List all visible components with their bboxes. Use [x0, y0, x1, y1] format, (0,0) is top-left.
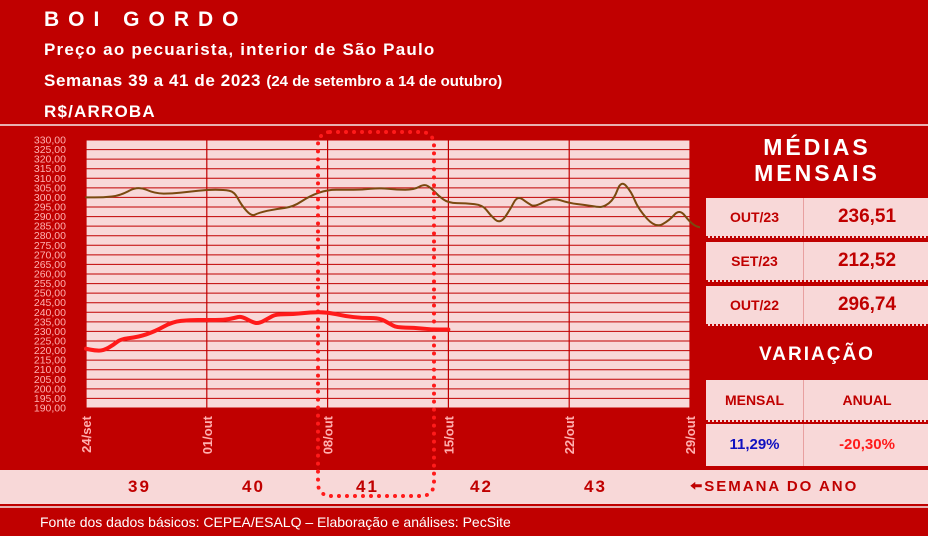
y-tick-label: 195,00 [34, 393, 66, 405]
y-tick-label: 265,00 [34, 259, 66, 271]
y-tick-label: 220,00 [34, 345, 66, 357]
source-note: Fonte dos dados básicos: CEPEA/ESALQ – E… [40, 514, 511, 530]
average-row: SET/23 212,52 [706, 242, 928, 282]
average-label: SET/23 [706, 242, 804, 280]
x-tick-label: 15/out [441, 415, 456, 454]
anual-value: -20,30% [839, 436, 895, 453]
medias-title-line2: MENSAIS [754, 160, 880, 186]
week-number: 42 [470, 477, 493, 496]
y-tick-label: 325,00 [34, 144, 66, 156]
variacao-title: VARIAÇÃO [706, 332, 928, 378]
average-row: OUT/23 236,51 [706, 198, 928, 238]
y-tick-label: 315,00 [34, 163, 66, 175]
y-tick-label: 275,00 [34, 240, 66, 252]
variation-header: MENSAL ANUAL [706, 380, 928, 422]
average-value: 212,52 [837, 250, 897, 271]
variation-values: 11,29% -20,30% [706, 424, 928, 466]
subtitle-region: Preço ao pecuarista, interior de São Pau… [44, 40, 436, 59]
mensal-value: 11,29% [706, 424, 804, 466]
average-label: OUT/23 [706, 198, 804, 236]
x-tick-label: 29/out [683, 415, 698, 454]
week-number: 41 [356, 477, 379, 496]
week-axis: 39 40 41 42 43 🠨SEMANA DO ANO [0, 468, 928, 504]
average-value: 296,74 [837, 294, 897, 315]
week-number: 40 [242, 477, 265, 496]
y-tick-label: 305,00 [34, 182, 66, 194]
y-tick-label: 250,00 [34, 288, 66, 300]
y-tick-label: 200,00 [34, 383, 66, 395]
subtitle-weeks: Semanas 39 a 41 de 2023 [44, 71, 262, 90]
y-tick-label: 290,00 [34, 211, 66, 223]
subtitle-dates: (24 de setembro a 14 de outubro) [266, 73, 503, 90]
y-tick-label: 190,00 [34, 403, 66, 415]
chart-title: BOI GORDO [44, 8, 248, 31]
average-value: 236,51 [837, 206, 897, 227]
x-tick-label: 08/out [321, 415, 336, 454]
chart-area: 330,00 325,00 320,00 315,00 310,00 305,00 300,… [0, 128, 709, 466]
price-chart: 330,00325,00320,00315,00310,00305,00300,… [34, 135, 709, 454]
anual-label: ANUAL [842, 392, 892, 408]
average-row: OUT/22 296,74 [706, 286, 928, 326]
y-tick-label: 205,00 [34, 374, 66, 386]
week-axis-text: SEMANA DO ANO [704, 478, 859, 495]
y-tick-label: 215,00 [34, 355, 66, 367]
footer: Fonte dos dados básicos: CEPEA/ESALQ – E… [0, 506, 928, 536]
y-tick-label: 260,00 [34, 269, 66, 281]
y-tick-label: 295,00 [34, 202, 66, 214]
y-tick-label: 300,00 [34, 192, 66, 204]
y-tick-label: 210,00 [34, 364, 66, 376]
y-tick-label: 225,00 [34, 336, 66, 348]
y-tick-label: 285,00 [34, 221, 66, 233]
y-tick-label: 280,00 [34, 230, 66, 242]
y-tick-label: 240,00 [34, 307, 66, 319]
y-tick-label: 230,00 [34, 326, 66, 338]
unit-label: R$/ARROBA [44, 102, 156, 121]
y-tick-label: 320,00 [34, 154, 66, 166]
subtitle-period: Semanas 39 a 41 de 2023 (24 de setembro … [44, 71, 502, 91]
y-tick-label: 245,00 [34, 297, 66, 309]
week-number: 39 [128, 477, 151, 496]
week-axis-label: 🠨SEMANA DO ANO [690, 470, 858, 504]
series-line-2023 [84, 310, 451, 353]
x-tick-label: 22/out [562, 415, 577, 454]
medias-title: MÉDIAS MENSAIS [706, 128, 928, 196]
medias-title-line1: MÉDIAS [763, 134, 871, 160]
mensal-label: MENSAL [706, 380, 804, 420]
x-tick-label: 24/set [79, 415, 94, 453]
week-number: 43 [584, 477, 607, 496]
y-tick-label: 330,00 [34, 135, 66, 147]
y-tick-label: 235,00 [34, 316, 66, 328]
y-tick-label: 255,00 [34, 278, 66, 290]
monthly-averages-panel: MÉDIAS MENSAIS OUT/23 236,51 SET/23 212,… [706, 128, 928, 466]
header: BOI GORDO Preço ao pecuarista, interior … [0, 0, 928, 126]
average-label: OUT/22 [706, 286, 804, 324]
left-arrow-icon: 🠨 [690, 478, 705, 495]
y-tick-label: 270,00 [34, 249, 66, 261]
x-tick-label: 01/out [200, 415, 215, 454]
y-tick-label: 310,00 [34, 173, 66, 185]
